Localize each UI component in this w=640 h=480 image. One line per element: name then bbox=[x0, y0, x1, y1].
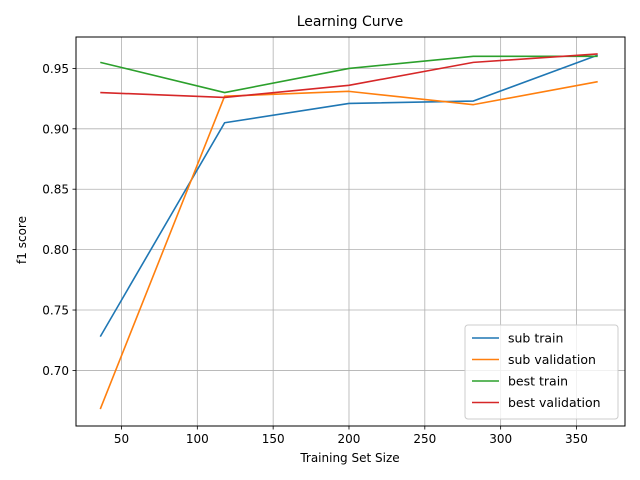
y-tick-label: 0.85 bbox=[42, 183, 69, 197]
legend-label: best train bbox=[508, 374, 568, 389]
series-line-sub-train bbox=[99, 54, 598, 338]
grid bbox=[76, 37, 625, 426]
x-axis-label: Training Set Size bbox=[299, 451, 399, 465]
x-tick-label: 100 bbox=[186, 432, 209, 446]
x-tick-label: 150 bbox=[262, 432, 285, 446]
series-line-sub-validation bbox=[99, 80, 598, 410]
x-tick-label: 300 bbox=[489, 432, 512, 446]
y-tick-label: 0.95 bbox=[42, 62, 69, 76]
legend: sub train sub validation best train best va… bbox=[464, 324, 619, 420]
x-tick-label: 50 bbox=[114, 432, 129, 446]
legend-label: sub train bbox=[508, 331, 563, 346]
x-tick-label: 250 bbox=[413, 432, 436, 446]
y-tick-label: 0.80 bbox=[42, 243, 69, 257]
series-line-best-train bbox=[100, 55, 598, 94]
y-axis-label: f1 score bbox=[15, 216, 29, 264]
series-line-best-validation bbox=[100, 53, 598, 99]
y-tick-label: 0.75 bbox=[42, 304, 69, 318]
legend-box bbox=[464, 324, 619, 420]
plot-frame bbox=[75, 36, 626, 427]
series-lines bbox=[99, 53, 598, 410]
chart-title: Learning Curve bbox=[297, 14, 404, 30]
axis-ticks: 50 100 150 200 250 300 350 0.70 0.75 0.80 0.85 0.90… bbox=[42, 62, 588, 446]
y-tick-label: 0.70 bbox=[42, 364, 69, 378]
legend-label: sub validation bbox=[508, 352, 596, 367]
y-tick-label: 0.90 bbox=[42, 122, 69, 136]
x-tick-label: 350 bbox=[565, 432, 588, 446]
x-tick-label: 200 bbox=[338, 432, 361, 446]
legend-label: best validation bbox=[508, 395, 601, 410]
